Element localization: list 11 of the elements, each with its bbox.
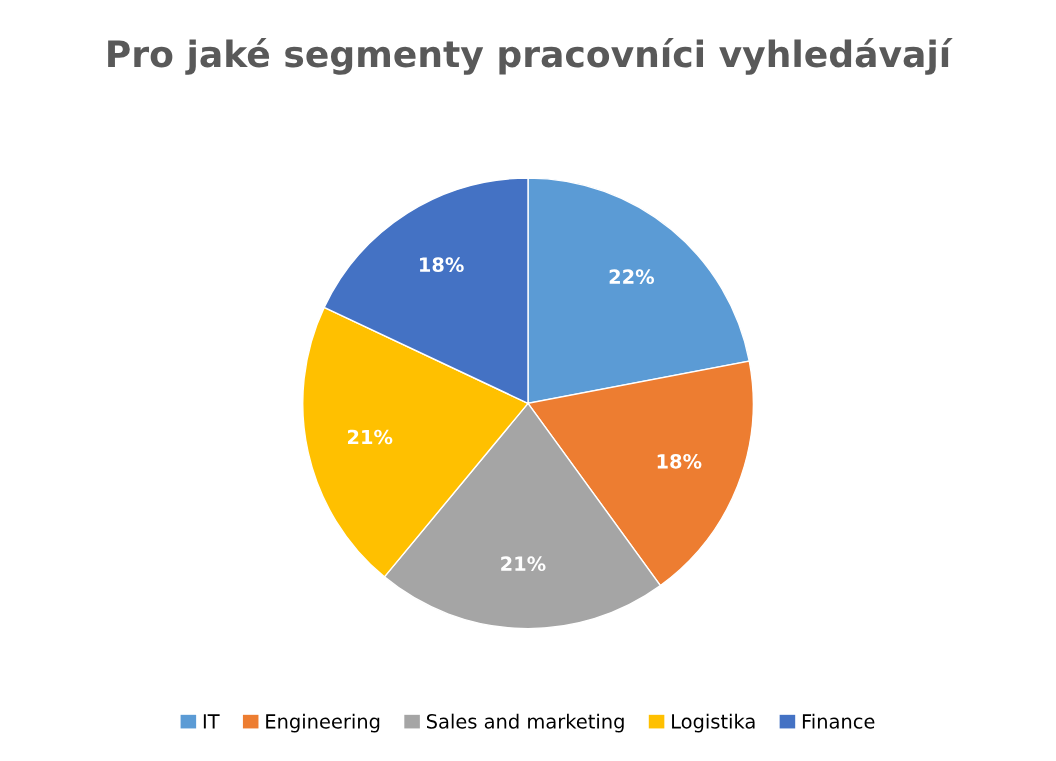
data-label: 21%: [501, 556, 546, 572]
data-label: 18%: [657, 453, 702, 469]
data-label: 22%: [609, 269, 655, 285]
chart-title: Pro jaké segmenty pracovníci vyhledávají: [108, 38, 953, 75]
legend-label: IT: [203, 714, 220, 729]
legend-label: Finance: [802, 713, 875, 729]
legend-label: Sales and marketing: [426, 713, 624, 733]
legend-label: Engineering: [266, 713, 380, 733]
data-label: 21%: [347, 429, 393, 445]
data-label: 18%: [420, 257, 464, 273]
legend-label: Logistika: [672, 713, 755, 733]
